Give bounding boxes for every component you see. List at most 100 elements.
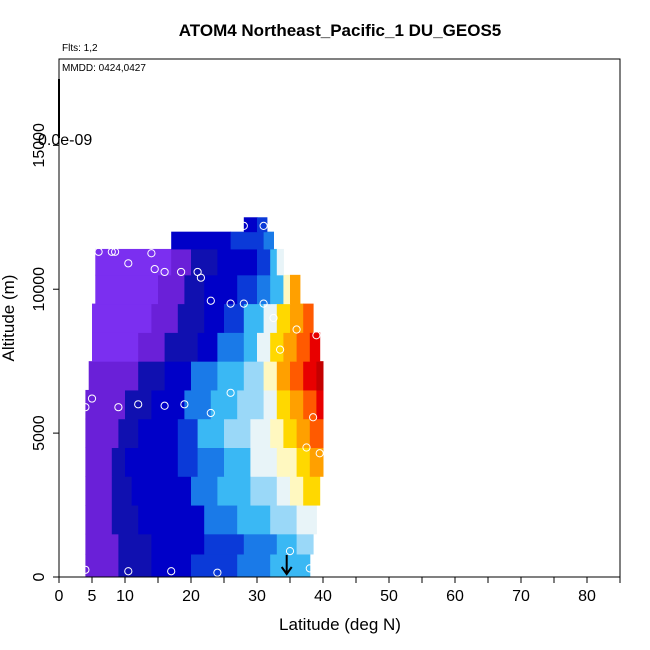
flight-point: [134, 400, 143, 409]
heatmap-cell: [296, 332, 311, 362]
heatmap-cell: [197, 447, 225, 477]
heatmap-cell: [230, 231, 265, 250]
heatmap-cell: [257, 274, 271, 305]
y-tick-label: 5000: [31, 415, 48, 451]
x-tick-label: 70: [512, 588, 530, 605]
flight-point: [124, 567, 133, 576]
heatmap-cell: [118, 418, 139, 448]
heatmap-cell: [197, 332, 218, 362]
flight-point: [315, 449, 324, 458]
x-tick-label: 30: [248, 588, 266, 605]
x-axis-label: Latitude (deg N): [279, 615, 401, 634]
flight-point: [276, 345, 285, 354]
heatmap-cell: [191, 553, 238, 578]
heatmap-cell: [283, 418, 298, 448]
chart-title: ATOM4 Northeast_Pacific_1 DU_GEOS5: [179, 21, 502, 40]
heatmap-cell: [250, 447, 278, 477]
heatmap-cell: [118, 533, 152, 555]
heatmap-cell: [204, 533, 245, 555]
heatmap-cell: [217, 361, 245, 391]
heatmap-cell: [92, 332, 139, 362]
flight-point: [177, 267, 186, 277]
y-axis-label: Altitude (m): [0, 275, 18, 362]
heatmap-cell: [125, 389, 152, 420]
heatmap-cell: [263, 361, 278, 391]
heatmap-cell: [204, 274, 238, 305]
heatmap-cell: [243, 303, 265, 333]
x-tick-label: 0: [55, 588, 64, 605]
heatmap-cell: [270, 418, 284, 448]
heatmap-cell: [243, 217, 258, 233]
flight-point: [269, 313, 278, 323]
heatmap-cell: [290, 361, 304, 391]
flight-point: [81, 565, 90, 574]
heatmap-cell: [138, 361, 166, 391]
heatmap-cell: [85, 447, 113, 477]
heatmap-cell: [303, 476, 321, 506]
flight-point: [107, 247, 116, 256]
heatmap-cell: [177, 447, 199, 477]
heatmap-cell: [151, 553, 192, 578]
heatmap-cell: [158, 274, 185, 305]
heatmap-cell: [296, 418, 311, 448]
heatmap-cell: [85, 476, 113, 506]
heatmap-cell: [243, 361, 265, 391]
heatmap-cell: [303, 389, 317, 420]
heatmap-cell: [191, 248, 218, 276]
heatmap-cell: [118, 553, 152, 578]
heatmap-cell: [197, 418, 225, 448]
heatmap-cell: [290, 303, 304, 333]
flight-point: [206, 408, 215, 418]
heatmap-cell: [151, 303, 179, 333]
heatmap-cell: [270, 274, 284, 305]
heatmap-layer: [85, 217, 324, 578]
heatmap-cell: [95, 274, 159, 305]
heatmap-cell: [316, 361, 324, 391]
heatmap-cell: [164, 361, 192, 391]
heatmap-cell: [224, 418, 251, 448]
heatmap-cell: [125, 447, 179, 477]
y-tick-label: 10000: [31, 267, 48, 312]
heatmap-cell: [276, 303, 291, 333]
flight-point: [147, 249, 156, 258]
heatmap-cell: [270, 505, 298, 535]
flight-point: [309, 413, 318, 422]
plot-frame: [58, 58, 621, 578]
flight-point: [226, 388, 235, 397]
flight-point: [167, 567, 176, 576]
heatmap-cell: [217, 476, 251, 506]
heatmap-cell: [237, 274, 258, 305]
flight-point: [285, 547, 295, 556]
heatmap-cell: [270, 248, 278, 276]
flight-point: [196, 273, 205, 282]
flight-point: [259, 221, 268, 231]
heatmap-cell: [131, 476, 192, 506]
heatmap-cell: [250, 418, 271, 448]
heatmap-cell: [296, 447, 311, 477]
heatmap-cell: [237, 505, 271, 535]
heatmap-cell: [257, 248, 271, 276]
flight-point: [180, 400, 189, 409]
heatmap-cell: [204, 505, 238, 535]
y-tick-label: 15000: [31, 123, 48, 168]
heatmap-cell: [316, 389, 324, 420]
flight-point: [160, 401, 169, 410]
heatmap-cell: [296, 533, 314, 555]
flight-point: [114, 403, 123, 412]
heatmap-cell: [296, 505, 317, 535]
heatmap-cell: [85, 553, 119, 578]
flight-point: [213, 568, 222, 577]
x-tick-label: 50: [380, 588, 398, 605]
x-tick-label: 5: [88, 588, 97, 605]
heatmap-cell: [111, 447, 126, 477]
heatmap-cell: [276, 447, 298, 477]
heatmap-cell: [217, 248, 258, 276]
x-tick-label: 60: [446, 588, 464, 605]
heatmap-cell: [111, 505, 139, 535]
axes: 0 5 10 20 30 40 50 60 70 80 0 5000 10000 15000: [31, 123, 621, 605]
heatmap-cell: [290, 389, 304, 420]
flight-point: [302, 443, 311, 452]
flight-point: [239, 299, 248, 308]
flight-point: [305, 564, 314, 573]
heatmap-cell: [151, 533, 205, 555]
